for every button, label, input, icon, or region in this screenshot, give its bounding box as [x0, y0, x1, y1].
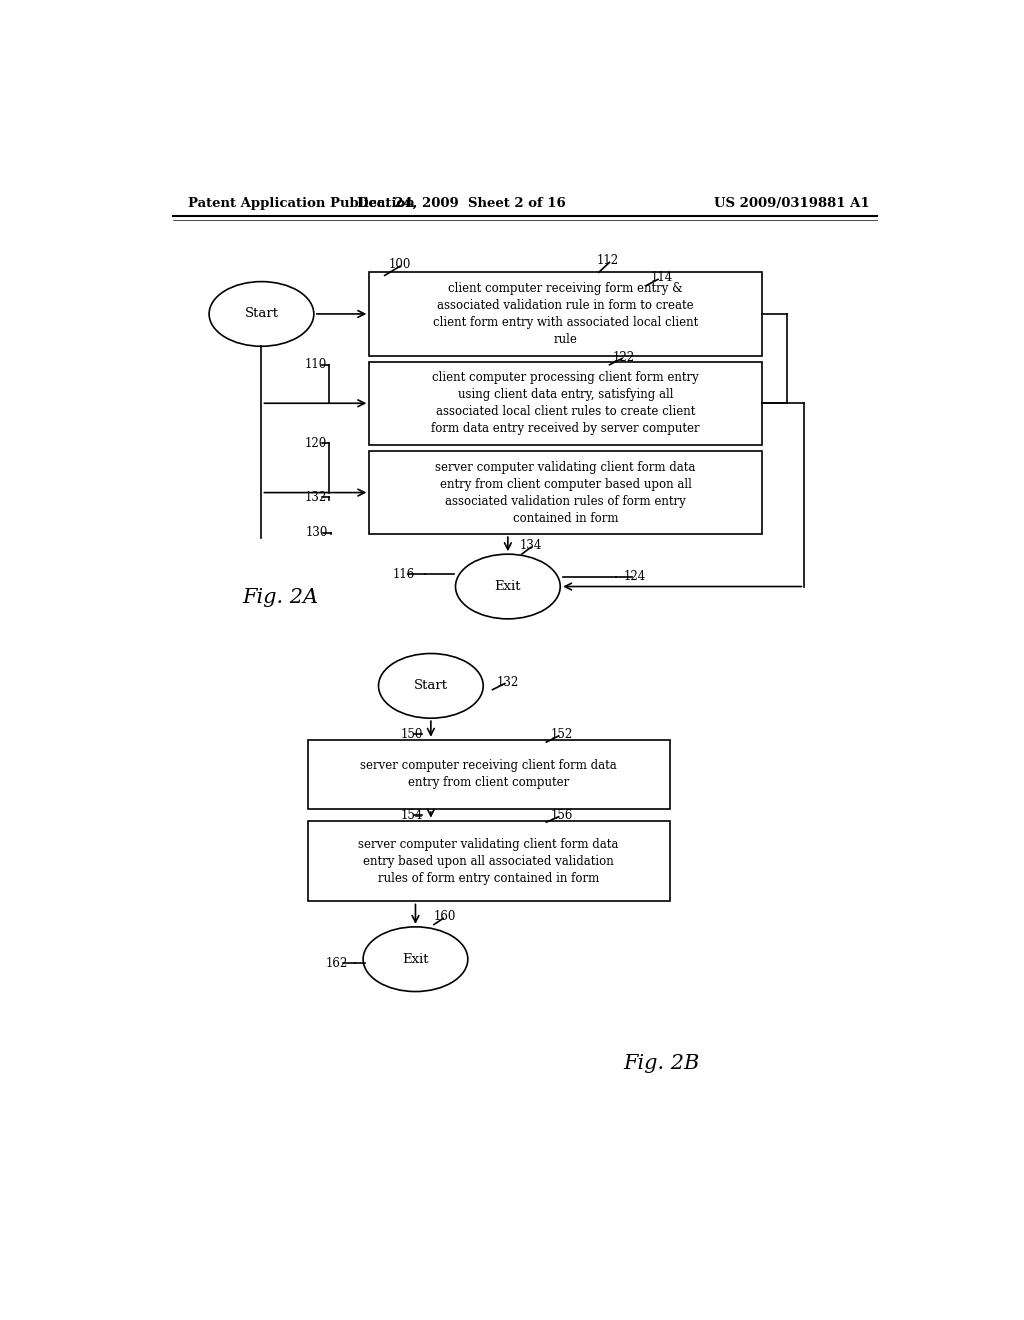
Bar	[307, 821, 670, 902]
Text: 112: 112	[597, 255, 620, 268]
Text: Fig. 2B: Fig. 2B	[624, 1053, 700, 1073]
Text: Start: Start	[245, 308, 279, 321]
Text: server computer receiving client form data
entry from client computer: server computer receiving client form da…	[360, 759, 617, 789]
Bar	[370, 362, 762, 445]
Text: Start: Start	[414, 680, 447, 693]
Text: 124: 124	[624, 570, 646, 583]
Text: 122: 122	[612, 351, 635, 363]
Text: 160: 160	[433, 911, 456, 924]
Text: 110: 110	[304, 358, 327, 371]
Text: Exit: Exit	[495, 579, 521, 593]
Text: Patent Application Publication: Patent Application Publication	[188, 197, 415, 210]
Text: 100: 100	[389, 259, 412, 271]
Text: client computer receiving form entry &
associated validation rule in form to cre: client computer receiving form entry & a…	[433, 282, 698, 346]
Text: server computer validating client form data
entry from client computer based upo: server computer validating client form d…	[435, 461, 695, 524]
Text: 114: 114	[650, 271, 673, 284]
Text: 150: 150	[400, 727, 423, 741]
Text: 116: 116	[393, 568, 415, 581]
Text: 132: 132	[497, 676, 519, 689]
Bar	[307, 739, 670, 809]
Bar	[370, 451, 762, 535]
Text: 154: 154	[400, 809, 423, 822]
Text: server computer validating client form data
entry based upon all associated vali: server computer validating client form d…	[358, 837, 618, 884]
Text: 156: 156	[551, 809, 573, 822]
Text: 152: 152	[551, 727, 572, 741]
Text: 132: 132	[304, 491, 327, 504]
Ellipse shape	[379, 653, 483, 718]
Text: US 2009/0319881 A1: US 2009/0319881 A1	[714, 197, 869, 210]
Text: Dec. 24, 2009  Sheet 2 of 16: Dec. 24, 2009 Sheet 2 of 16	[357, 197, 566, 210]
Text: Exit: Exit	[402, 953, 429, 966]
Text: 162: 162	[326, 957, 348, 970]
Ellipse shape	[209, 281, 313, 346]
Text: 134: 134	[520, 539, 542, 552]
Ellipse shape	[364, 927, 468, 991]
Ellipse shape	[456, 554, 560, 619]
Text: Fig. 2A: Fig. 2A	[243, 587, 318, 607]
Text: 130: 130	[306, 527, 328, 539]
Bar	[370, 272, 762, 355]
Text: 120: 120	[304, 437, 327, 450]
Text: client computer processing client form entry
using client data entry, satisfying: client computer processing client form e…	[431, 371, 700, 436]
